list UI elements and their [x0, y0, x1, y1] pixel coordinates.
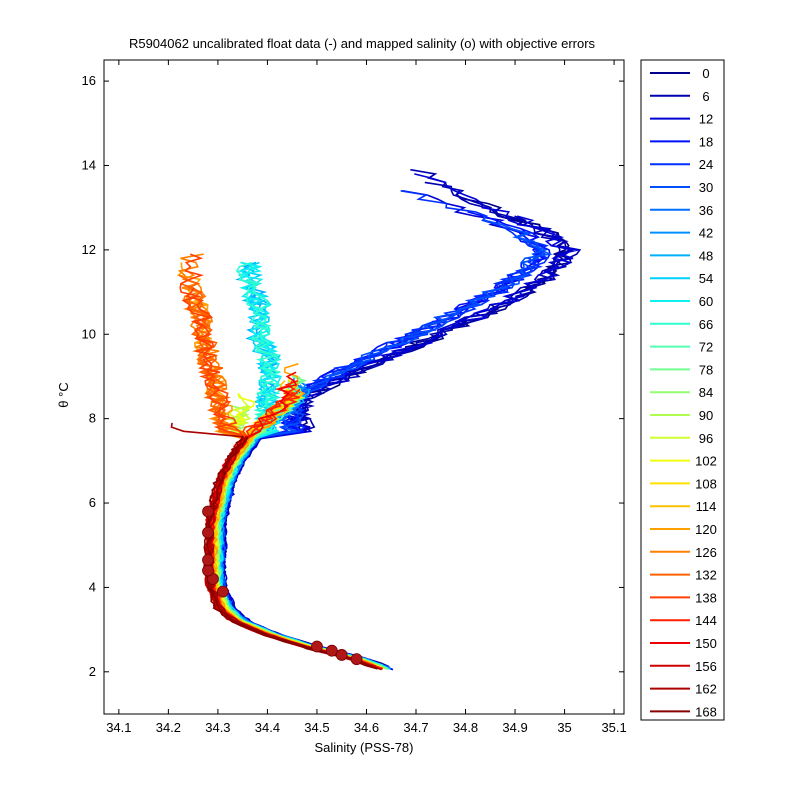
y-tick-label: 6: [89, 495, 96, 510]
legend-label: 78: [699, 362, 713, 377]
legend-label: 66: [699, 317, 713, 332]
y-tick-label: 12: [82, 242, 96, 257]
x-axis: 34.1 34.2 34.3 34.4 34.5 34.6 34.7 34.8 34.9 35 35…: [106, 60, 627, 735]
mapped-salinity-point: [202, 505, 214, 518]
legend-label: 72: [699, 340, 713, 355]
legend-label: 126: [695, 545, 717, 560]
y-axis-label: θ °C: [56, 382, 71, 407]
profile-line-cycle-164: [207, 436, 356, 660]
y-tick-label: 10: [82, 326, 96, 341]
legend-label: 6: [702, 89, 709, 104]
legend-label: 12: [699, 112, 713, 127]
x-tick-label: 34.6: [354, 720, 379, 735]
legend-box: [640, 59, 725, 721]
chart-title: R5904062 uncalibrated float data (-) and…: [129, 36, 596, 51]
legend-label: 60: [699, 294, 713, 309]
x-tick-label: 34.8: [453, 720, 478, 735]
y-tick-label: 14: [82, 157, 96, 172]
legend-label: 120: [695, 522, 717, 537]
mapped-salinity-point: [350, 653, 363, 666]
x-tick-label: 34.9: [502, 720, 527, 735]
y-axis: 2 4 6 8 10 12 14 16: [82, 73, 624, 679]
legend-label: 90: [699, 408, 713, 423]
legend-label: 168: [695, 704, 717, 719]
legend-label: 138: [695, 590, 717, 605]
legend-label: 156: [695, 659, 717, 674]
mapped-salinity-point: [202, 554, 214, 566]
x-axis-label: Salinity (PSS-78): [315, 740, 414, 755]
x-tick-label: 34.2: [156, 720, 181, 735]
legend-label: 96: [699, 431, 713, 446]
legend-label: 132: [695, 568, 717, 583]
y-tick-label: 8: [89, 411, 96, 426]
x-tick-label: 34.5: [304, 720, 329, 735]
legend-label: 0: [702, 66, 709, 81]
legend-label: 24: [699, 157, 713, 172]
mapped-salinity-point: [325, 644, 338, 657]
legend-label: 150: [695, 636, 717, 651]
x-tick-label: 35: [557, 720, 571, 735]
legend-label: 114: [696, 499, 717, 514]
legend-label: 48: [699, 248, 713, 263]
x-tick-label: 34.4: [255, 720, 280, 735]
legend-label: 108: [695, 476, 717, 491]
mapped-salinity-point: [335, 649, 348, 661]
mapped-salinity-point: [202, 526, 214, 539]
x-tick-label: 35.1: [601, 720, 626, 735]
legend: 0 6 12 18 24 30 36 42 48 54 60 66 72 78 84 90 96 102 108 11…: [640, 59, 725, 721]
mapped-salinity-point: [311, 640, 323, 653]
y-tick-label: 16: [82, 73, 96, 88]
legend-label: 54: [699, 271, 713, 286]
legend-label: 102: [695, 454, 717, 469]
legend-label: 18: [699, 134, 713, 149]
legend-label: 144: [695, 613, 717, 628]
x-tick-label: 34.7: [403, 720, 428, 735]
legend-label: 84: [699, 385, 713, 400]
mapped-salinity-point: [216, 585, 229, 598]
mapped-salinity-point: [202, 564, 214, 577]
plot-area: [170, 168, 582, 671]
x-tick-label: 34.1: [106, 720, 131, 735]
profile-line-cycle-168: [203, 435, 378, 670]
legend-label: 42: [699, 226, 713, 241]
legend-label: 36: [699, 203, 713, 218]
y-tick-label: 2: [89, 664, 96, 679]
y-tick-label: 4: [89, 579, 96, 594]
legend-label: 30: [699, 180, 713, 195]
x-tick-label: 34.3: [205, 720, 230, 735]
legend-label: 162: [695, 682, 717, 697]
plot-frame: [103, 59, 625, 715]
